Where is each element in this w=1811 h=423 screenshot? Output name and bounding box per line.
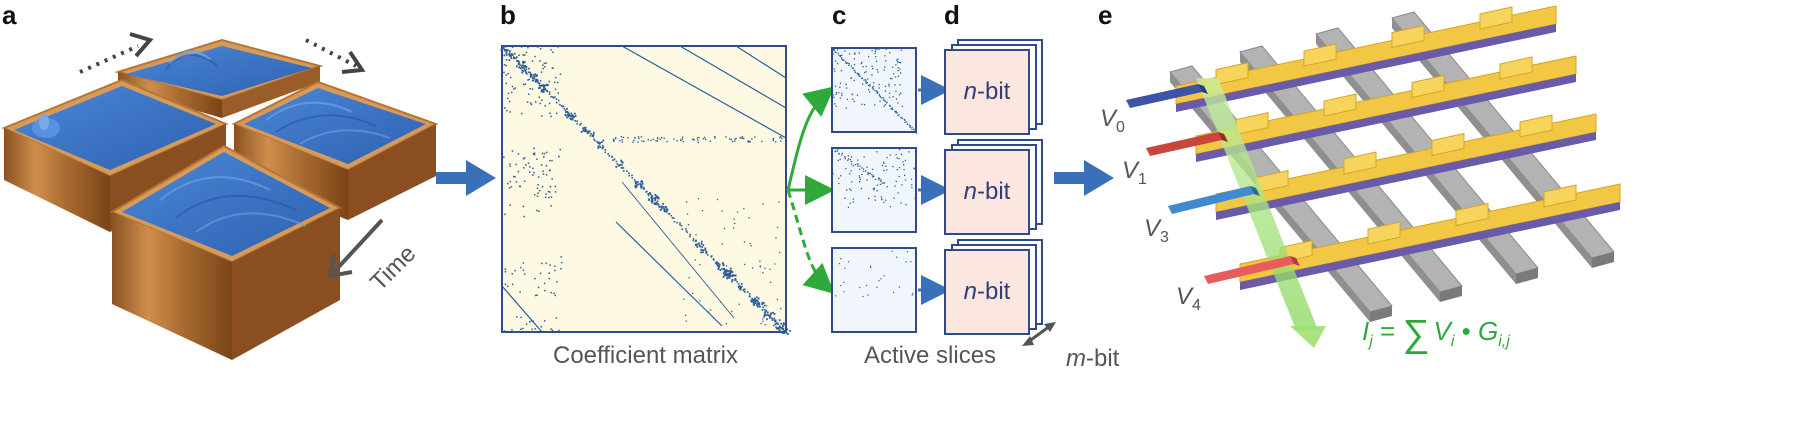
panel-label-d: d <box>944 0 960 30</box>
mbit-label: m-bit <box>1066 345 1120 372</box>
dotted-arrow-2-head <box>341 50 366 74</box>
matrix-sparsity-pattern <box>500 45 791 335</box>
arrow-d-to-e <box>1054 160 1114 196</box>
nbit-stack-2: n-bit <box>944 139 1043 235</box>
arrow-a-to-b <box>436 160 496 196</box>
active-slices <box>831 47 918 333</box>
voltage-bar-v4 <box>1204 256 1300 284</box>
green-arrow-bottom-dashed <box>786 189 835 295</box>
voltage-bar-v1 <box>1146 132 1228 156</box>
nbit-stack-3: n-bit <box>944 239 1043 335</box>
nbit-label-2: n-bit <box>964 178 1011 205</box>
tank-front <box>109 144 343 360</box>
slice-sparsity-patterns <box>832 48 918 298</box>
voltage-label-v0: V0 <box>1100 105 1125 136</box>
voltage-label-v4: V4 <box>1176 283 1201 314</box>
voltage-bar-v3 <box>1168 186 1260 214</box>
slice-to-nbit-arrows <box>918 75 951 305</box>
slice-3 <box>831 247 917 333</box>
current-beam-head <box>1290 326 1326 348</box>
crossbar-top-electrodes <box>1175 5 1621 290</box>
panel-label-e: e <box>1098 0 1113 30</box>
panel-label-c: c <box>832 0 847 30</box>
voltage-label-v1: V1 <box>1122 157 1147 188</box>
voltage-bar-v0 <box>1126 84 1208 108</box>
fanout-arrows <box>786 86 835 295</box>
water-tanks-group: Time <box>1 32 439 360</box>
crossbar-array: V0 V1 V3 V4 Ij = ∑ Vi • Gi,j <box>1100 5 1621 355</box>
dotted-arrow-1-head <box>129 32 154 58</box>
coefficient-matrix-caption: Coefficient matrix <box>553 342 738 369</box>
active-slices-caption: Active slices <box>864 342 997 369</box>
panel-label-a: a <box>2 0 17 30</box>
panel-label-b: b <box>500 0 516 30</box>
nbit-stack-1: n-bit <box>944 39 1043 135</box>
time-arrow-head <box>327 253 353 279</box>
slice-1 <box>831 47 917 133</box>
time-label: Time <box>365 240 421 296</box>
nbit-stacks: n-bit n-bit n-bit m-bit <box>944 39 1120 372</box>
tank-top <box>114 38 324 118</box>
dotted-arrow-1 <box>79 44 139 74</box>
output-current-equation: Ij = ∑ Vi • Gi,j <box>1362 313 1510 355</box>
voltage-label-v3: V3 <box>1144 215 1169 246</box>
mbit-depth-arrow <box>1022 322 1056 346</box>
dotted-arrow-2 <box>305 38 357 68</box>
nbit-label-1: n-bit <box>964 78 1011 105</box>
green-arrow-top <box>786 86 835 191</box>
coefficient-matrix <box>500 45 791 335</box>
time-arrow <box>332 218 384 274</box>
nbit-label-3: n-bit <box>964 278 1011 305</box>
